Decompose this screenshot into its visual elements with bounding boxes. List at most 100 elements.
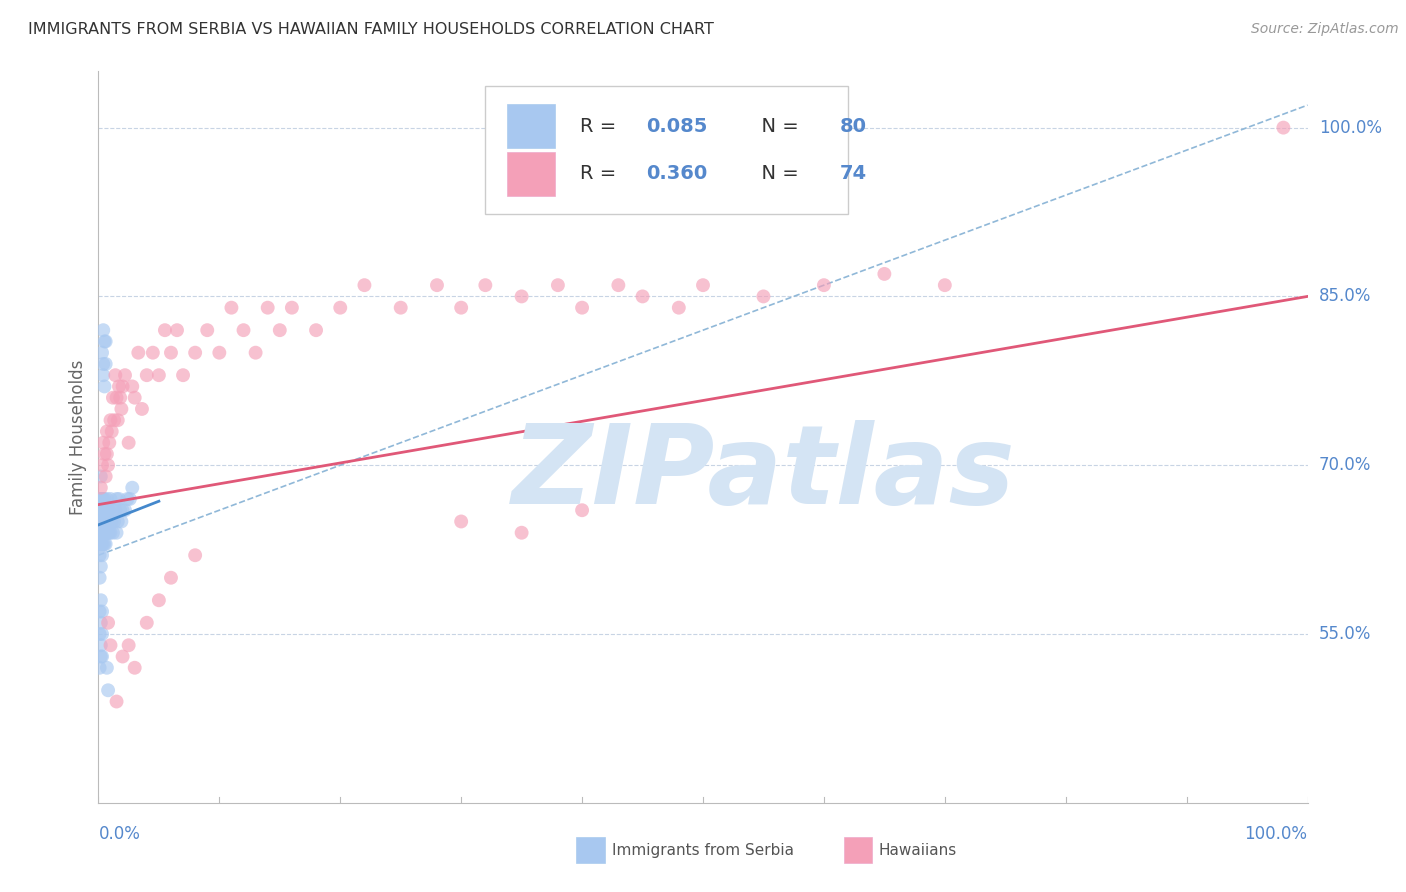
Point <box>108 379 131 393</box>
Point <box>90 649 112 664</box>
Point <box>101 525 124 540</box>
Point <box>571 301 593 315</box>
Point <box>96 515 118 529</box>
Point <box>91 605 114 619</box>
Text: 80: 80 <box>839 117 866 136</box>
Point <box>104 503 127 517</box>
Point <box>281 301 304 315</box>
Point <box>89 515 111 529</box>
Point <box>103 413 125 427</box>
Point <box>89 548 111 562</box>
Point <box>90 491 112 506</box>
Point <box>107 515 129 529</box>
Point <box>91 435 114 450</box>
Point <box>389 301 412 315</box>
FancyBboxPatch shape <box>485 86 848 214</box>
Point <box>91 357 114 371</box>
Point <box>114 368 136 383</box>
Text: 100.0%: 100.0% <box>1319 119 1382 136</box>
Text: R =: R = <box>579 117 623 136</box>
Point <box>91 537 114 551</box>
Point <box>96 503 118 517</box>
Point <box>93 379 115 393</box>
Point <box>118 638 141 652</box>
FancyBboxPatch shape <box>508 104 555 148</box>
Point <box>100 525 122 540</box>
Point <box>108 491 131 506</box>
Point <box>105 525 128 540</box>
Point <box>111 503 134 517</box>
Point <box>426 278 449 293</box>
Point <box>107 413 129 427</box>
Point <box>93 334 115 349</box>
Point <box>127 345 149 359</box>
Point <box>91 627 114 641</box>
Point <box>305 323 328 337</box>
Point <box>91 515 114 529</box>
Point <box>105 694 128 708</box>
Point <box>93 525 115 540</box>
Text: N =: N = <box>749 117 806 136</box>
Point <box>100 413 122 427</box>
Point <box>98 525 121 540</box>
Text: 100.0%: 100.0% <box>1244 825 1308 843</box>
Point <box>153 323 176 337</box>
Point <box>94 469 117 483</box>
Text: 70.0%: 70.0% <box>1319 456 1371 475</box>
Point <box>111 649 134 664</box>
Point <box>89 627 111 641</box>
Point <box>108 503 131 517</box>
Point <box>148 368 170 383</box>
Point <box>96 425 118 439</box>
Point <box>100 425 122 439</box>
Point <box>100 638 122 652</box>
Point <box>934 278 956 293</box>
Point <box>93 491 115 506</box>
Point <box>94 525 117 540</box>
Point <box>256 301 278 315</box>
Text: 74: 74 <box>839 164 866 183</box>
Point <box>105 391 128 405</box>
Point <box>91 491 114 506</box>
Point <box>474 278 496 293</box>
Point <box>221 301 243 315</box>
Point <box>692 278 714 293</box>
Text: ZIPatlas: ZIPatlas <box>512 420 1015 527</box>
FancyBboxPatch shape <box>508 152 555 195</box>
Point <box>90 559 112 574</box>
Point <box>547 278 569 293</box>
Point <box>108 391 131 405</box>
Point <box>96 525 118 540</box>
Point <box>96 447 118 461</box>
Point <box>93 537 115 551</box>
Point <box>607 278 630 293</box>
Point <box>90 515 112 529</box>
Point <box>91 503 114 517</box>
Point <box>91 525 114 540</box>
Point <box>121 481 143 495</box>
Point <box>269 323 291 337</box>
Point <box>94 515 117 529</box>
Point <box>93 515 115 529</box>
Point <box>101 503 124 517</box>
Text: R =: R = <box>579 164 623 183</box>
Point <box>124 661 146 675</box>
Point <box>89 491 111 506</box>
Point <box>90 593 112 607</box>
Point <box>510 289 533 303</box>
Point <box>208 345 231 359</box>
Point <box>353 278 375 293</box>
Point <box>90 481 112 495</box>
Point <box>1272 120 1295 135</box>
Point <box>90 525 112 540</box>
Point <box>631 289 654 303</box>
Point <box>101 391 124 405</box>
Point <box>121 379 143 393</box>
Text: 0.360: 0.360 <box>647 164 707 183</box>
Point <box>91 649 114 664</box>
Text: Hawaiians: Hawaiians <box>879 843 957 857</box>
Point <box>450 515 472 529</box>
Point <box>135 615 157 630</box>
Point <box>89 525 111 540</box>
Point <box>172 368 194 383</box>
